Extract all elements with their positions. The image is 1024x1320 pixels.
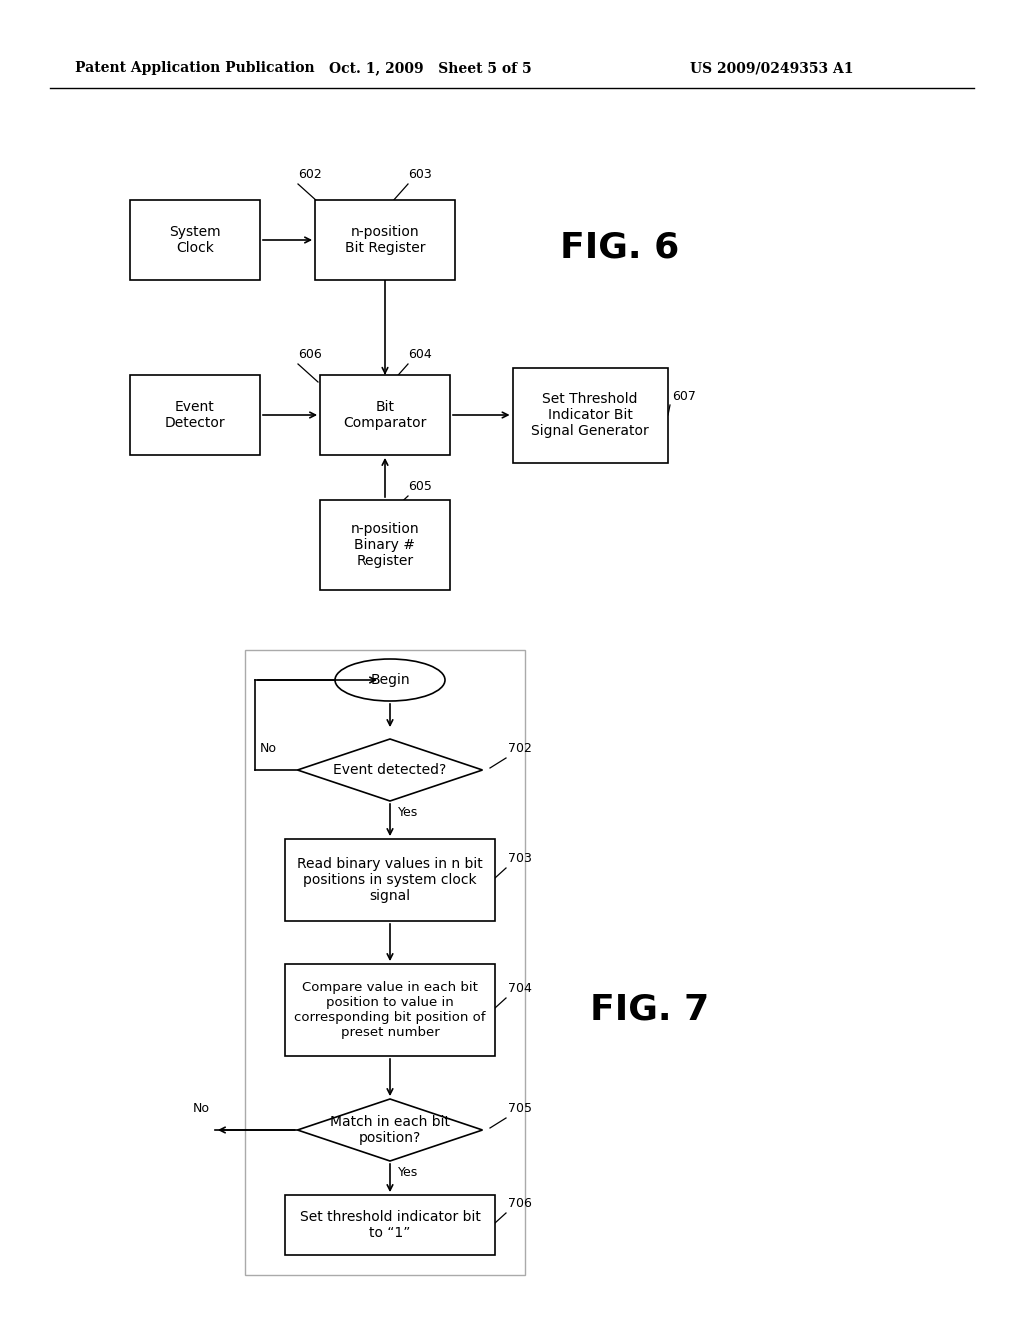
Text: Yes: Yes [398,1166,418,1179]
Bar [315,201,455,280]
Bar [319,375,450,455]
Text: FIG. 6: FIG. 6 [560,231,679,265]
Text: 702: 702 [508,742,531,755]
Text: 705: 705 [508,1102,532,1115]
Text: Oct. 1, 2009   Sheet 5 of 5: Oct. 1, 2009 Sheet 5 of 5 [329,61,531,75]
Text: 603: 603 [408,168,432,181]
Text: Bit
Comparator: Bit Comparator [343,400,427,430]
Text: n-position
Binary #
Register: n-position Binary # Register [350,521,419,568]
Text: 704: 704 [508,982,531,995]
Bar [285,1195,495,1255]
Text: 706: 706 [508,1197,531,1210]
Text: 604: 604 [408,348,432,360]
Text: 607: 607 [672,389,696,403]
Text: 605: 605 [408,480,432,492]
Bar [285,964,495,1056]
Text: n-position
Bit Register: n-position Bit Register [345,224,425,255]
Text: Set threshold indicator bit
to “1”: Set threshold indicator bit to “1” [300,1210,480,1239]
Text: 602: 602 [298,168,322,181]
Bar [319,500,450,590]
Ellipse shape [335,659,445,701]
Text: Set Threshold
Indicator Bit
Signal Generator: Set Threshold Indicator Bit Signal Gener… [531,392,649,438]
Text: No: No [260,742,278,755]
Text: Yes: Yes [398,807,418,818]
Text: Match in each bit
position?: Match in each bit position? [330,1115,450,1144]
Text: FIG. 7: FIG. 7 [590,993,710,1027]
Text: Read binary values in n bit
positions in system clock
signal: Read binary values in n bit positions in… [297,857,483,903]
Text: Compare value in each bit
position to value in
corresponding bit position of
pre: Compare value in each bit position to va… [294,981,485,1039]
Text: Event detected?: Event detected? [334,763,446,777]
Text: Patent Application Publication: Patent Application Publication [75,61,314,75]
Text: 606: 606 [298,348,322,360]
Text: System
Clock: System Clock [169,224,221,255]
Text: Event
Detector: Event Detector [165,400,225,430]
Bar [130,375,260,455]
Bar [512,367,668,462]
Polygon shape [298,1100,482,1162]
Text: No: No [193,1102,210,1115]
Text: US 2009/0249353 A1: US 2009/0249353 A1 [690,61,853,75]
Bar [245,649,525,1275]
Text: Begin: Begin [371,673,410,686]
Bar [285,840,495,921]
Polygon shape [298,739,482,801]
Bar [130,201,260,280]
Text: 703: 703 [508,851,531,865]
